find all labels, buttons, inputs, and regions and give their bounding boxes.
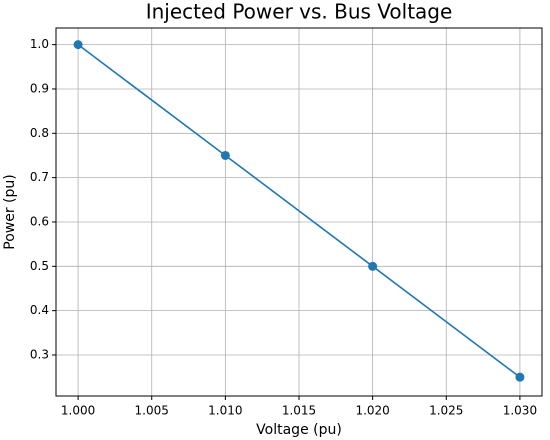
- y-tick-label: 0.5: [30, 259, 49, 273]
- y-tick-label: 0.3: [30, 347, 49, 361]
- x-tick-label: 1.030: [503, 404, 537, 418]
- point: [73, 40, 83, 50]
- x-tick-label: 1.005: [135, 404, 169, 418]
- x-axis-label: Voltage (pu): [256, 422, 342, 438]
- y-axis-label: Power (pu): [2, 174, 18, 249]
- y-tick-label: 1.0: [30, 37, 49, 51]
- y-tick-label: 0.6: [30, 214, 49, 228]
- x-tick-label: 1.025: [429, 404, 463, 418]
- point: [368, 261, 378, 271]
- plot-frame: [55, 27, 543, 397]
- y-tick-label: 0.9: [30, 81, 49, 95]
- y-tick-label: 0.7: [30, 170, 49, 184]
- y-tick-label: 0.4: [30, 303, 49, 317]
- x-tick-label: 1.010: [208, 404, 242, 418]
- x-tick-label: 1.000: [61, 404, 95, 418]
- y-tick-label: 0.8: [30, 126, 49, 140]
- x-tick-label: 1.015: [282, 404, 316, 418]
- chart-title: Injected Power vs. Bus Voltage: [146, 0, 453, 24]
- point: [515, 372, 525, 382]
- point: [220, 150, 230, 160]
- line: [77, 43, 521, 378]
- x-tick-label: 1.020: [355, 404, 389, 418]
